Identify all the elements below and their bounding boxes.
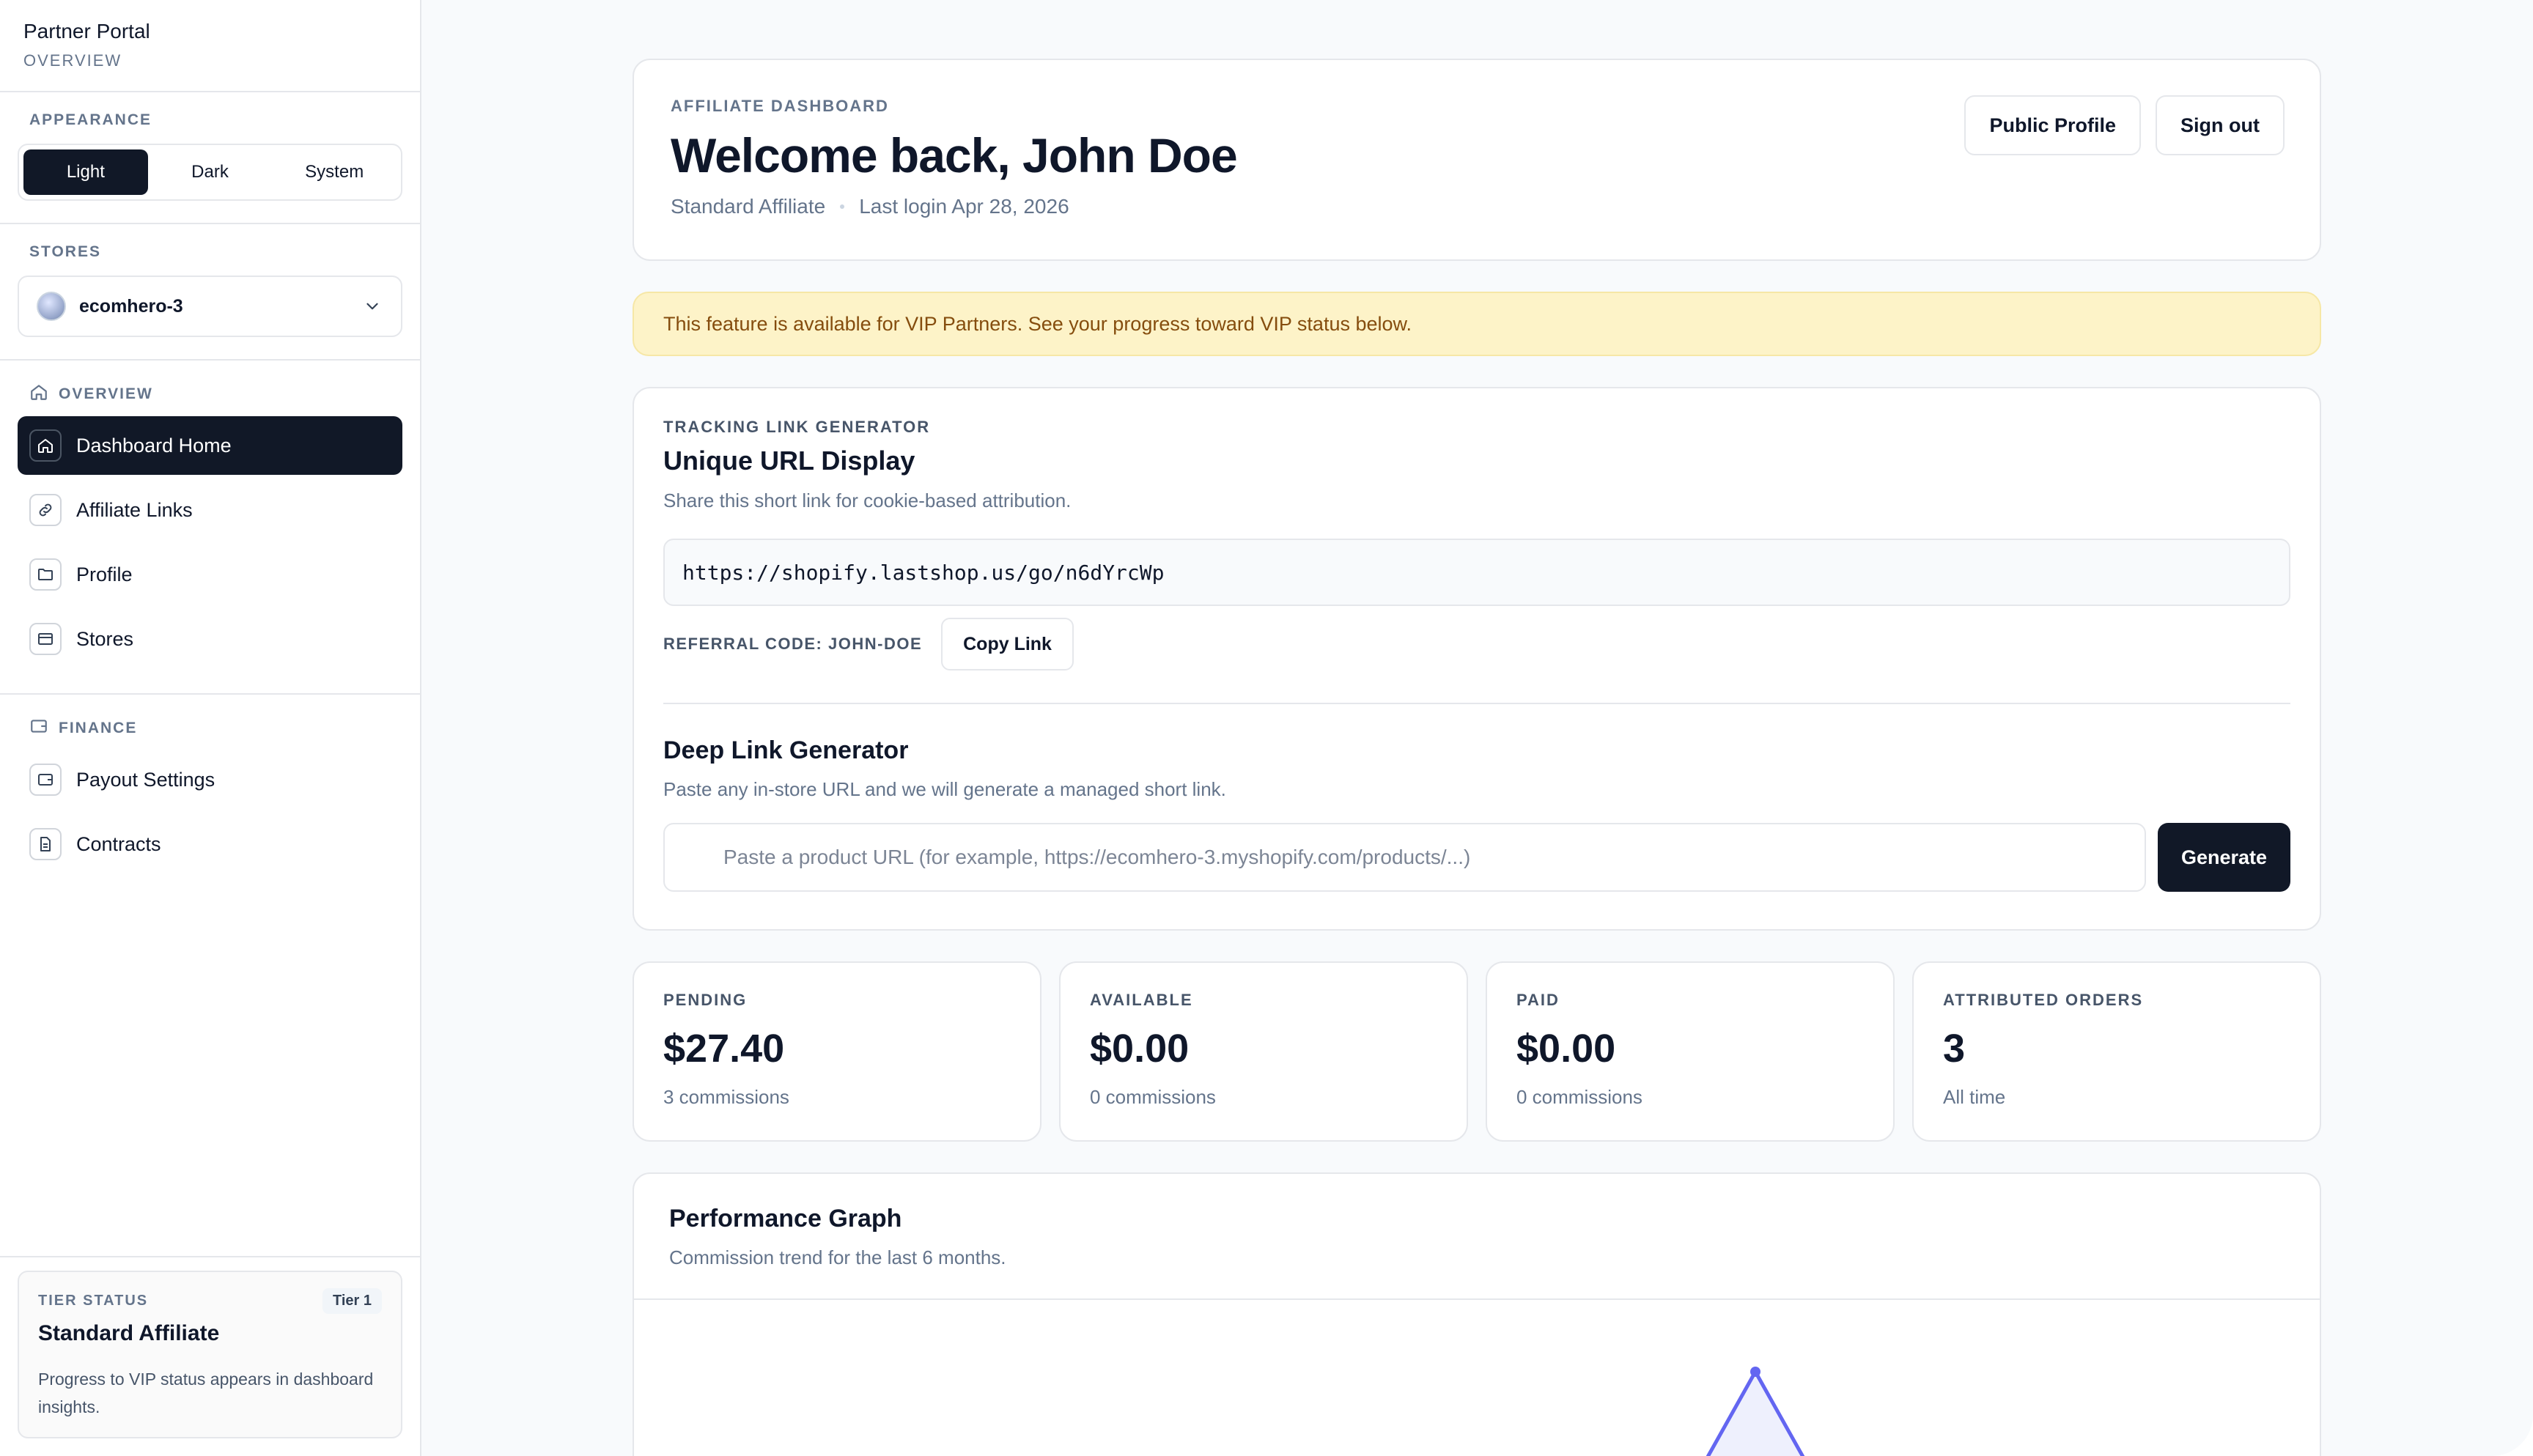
header-meta: Standard Affiliate Last login Apr 28, 20… — [671, 195, 2283, 218]
stat-label: PAID — [1516, 991, 1560, 1009]
overview-nav: OVERVIEW Dashboard Home Affiliate Links … — [0, 361, 420, 695]
sidebar-item-label: Affiliate Links — [76, 498, 193, 521]
sidebar-item-label: Dashboard Home — [76, 434, 232, 457]
stat-subtext: 0 commissions — [1090, 1086, 1216, 1108]
tracking-url-display[interactable]: https://shopify.lastshop.us/go/n6dYrcWp — [663, 539, 2290, 606]
deep-link-title: Deep Link Generator — [663, 736, 909, 764]
overview-label-text: OVERVIEW — [59, 385, 153, 402]
finance-label-text: FINANCE — [59, 720, 138, 736]
link-icon — [29, 494, 62, 526]
stores-label: STORES — [29, 243, 101, 260]
performance-title: Performance Graph — [669, 1205, 902, 1233]
main-content: AFFILIATE DASHBOARD Welcome back, John D… — [421, 0, 2533, 1456]
referral-row: REFERRAL CODE: JOHN-DOE Copy Link — [663, 618, 2290, 670]
dashboard-header: AFFILIATE DASHBOARD Welcome back, John D… — [633, 59, 2321, 261]
sidebar: Partner Portal OVERVIEW APPEARANCE Light… — [0, 0, 421, 1456]
tier-badge: Tier 1 — [322, 1288, 382, 1314]
tracking-eyebrow: TRACKING LINK GENERATOR — [663, 418, 931, 436]
deep-link-row: Generate — [663, 823, 2290, 892]
meta-separator — [840, 204, 845, 209]
graph-area — [1708, 1372, 1803, 1456]
tier-name: Standard Affiliate — [38, 1321, 220, 1345]
performance-graph — [634, 1306, 2320, 1456]
theme-switcher: Light Dark System — [18, 144, 402, 201]
sidebar-item-label: Stores — [76, 627, 134, 650]
tier-status-card: TIER STATUS Tier 1 Standard Affiliate Pr… — [18, 1271, 402, 1438]
sign-out-button[interactable]: Sign out — [2156, 95, 2285, 155]
deep-link-description: Paste any in-store URL and we will gener… — [663, 778, 1226, 800]
globe-icon — [37, 292, 66, 321]
theme-light-button[interactable]: Light — [23, 149, 148, 195]
last-login-text: Last login Apr 28, 2026 — [859, 195, 1069, 218]
header-eyebrow: AFFILIATE DASHBOARD — [671, 97, 889, 115]
divider — [663, 703, 2290, 704]
finance-label: FINANCE — [18, 717, 402, 740]
brand: Partner Portal OVERVIEW — [0, 0, 420, 92]
stores-section: STORES ecomhero-3 — [0, 224, 420, 361]
theme-dark-button[interactable]: Dark — [191, 162, 229, 182]
store-select[interactable]: ecomhero-3 — [18, 276, 402, 337]
vip-notice-banner: This feature is available for VIP Partne… — [633, 292, 2321, 356]
generate-button[interactable]: Generate — [2157, 823, 2290, 892]
finance-nav: FINANCE Payout Settings Contracts — [0, 695, 420, 898]
document-icon — [29, 828, 62, 860]
theme-system-button[interactable]: System — [305, 162, 364, 182]
tracking-description: Share this short link for cookie-based a… — [663, 489, 1072, 511]
home-icon — [29, 383, 48, 406]
wallet-icon — [29, 717, 48, 740]
tier-status-label: TIER STATUS — [38, 1293, 149, 1309]
folder-icon — [29, 558, 62, 591]
sidebar-footer-divider — [0, 1256, 420, 1257]
store-select-value: ecomhero-3 — [79, 295, 183, 317]
performance-header: Performance Graph Commission trend for t… — [634, 1174, 2320, 1300]
stat-label: ATTRIBUTED ORDERS — [1943, 991, 2144, 1009]
tier-description: Progress to VIP status appears in dashbo… — [38, 1370, 374, 1416]
appearance-label: APPEARANCE — [29, 111, 152, 128]
affiliate-tier-text: Standard Affiliate — [671, 195, 826, 218]
sidebar-item-label: Profile — [76, 563, 133, 585]
sidebar-item-label: Contracts — [76, 832, 161, 855]
referral-code: REFERRAL CODE: JOHN-DOE — [663, 635, 923, 653]
copy-link-button[interactable]: Copy Link — [941, 618, 1074, 670]
stat-subtext: 3 commissions — [663, 1086, 789, 1108]
sidebar-item-label: Payout Settings — [76, 768, 215, 791]
sidebar-item-contracts[interactable]: Contracts — [18, 815, 402, 873]
public-profile-button[interactable]: Public Profile — [1964, 95, 2142, 155]
stat-subtext: 0 commissions — [1516, 1086, 1642, 1108]
chevron-down-icon — [363, 297, 382, 316]
stat-label: PENDING — [663, 991, 748, 1009]
stat-card-paid: PAID $0.00 0 commissions — [1486, 961, 1895, 1142]
page-title: Welcome back, John Doe — [671, 128, 1238, 182]
store-icon — [29, 623, 62, 655]
performance-graph-card: Performance Graph Commission trend for t… — [633, 1172, 2321, 1456]
stat-label: AVAILABLE — [1090, 991, 1193, 1009]
sidebar-item-profile[interactable]: Profile — [18, 545, 402, 604]
brand-title: Partner Portal — [23, 20, 150, 43]
home-icon — [29, 429, 62, 462]
stat-card-pending: PENDING $27.40 3 commissions — [633, 961, 1041, 1142]
tracking-title: Unique URL Display — [663, 446, 915, 476]
stat-value: 3 — [1943, 1027, 1966, 1071]
stat-value: $0.00 — [1516, 1027, 1616, 1071]
sidebar-item-stores[interactable]: Stores — [18, 610, 402, 668]
stat-value: $27.40 — [663, 1027, 785, 1071]
stat-card-attributed-orders: ATTRIBUTED ORDERS 3 All time — [1912, 961, 2321, 1142]
sidebar-item-affiliate-links[interactable]: Affiliate Links — [18, 481, 402, 539]
performance-graph-svg — [1706, 1367, 1805, 1456]
tracking-link-card: TRACKING LINK GENERATOR Unique URL Displ… — [633, 387, 2321, 931]
header-actions: Public Profile Sign out — [1964, 95, 2285, 155]
wallet-icon — [29, 764, 62, 796]
product-url-input[interactable] — [663, 823, 2146, 892]
overview-label: OVERVIEW — [18, 383, 402, 406]
performance-description: Commission trend for the last 6 months. — [669, 1246, 1006, 1268]
brand-subtitle: OVERVIEW — [23, 51, 122, 70]
stat-card-available: AVAILABLE $0.00 0 commissions — [1059, 961, 1468, 1142]
stat-value: $0.00 — [1090, 1027, 1190, 1071]
graph-point — [1750, 1367, 1760, 1377]
sidebar-item-dashboard-home[interactable]: Dashboard Home — [18, 416, 402, 475]
appearance-section: APPEARANCE Light Dark System — [0, 92, 420, 224]
sidebar-item-payout-settings[interactable]: Payout Settings — [18, 750, 402, 809]
stat-subtext: All time — [1943, 1086, 2006, 1108]
